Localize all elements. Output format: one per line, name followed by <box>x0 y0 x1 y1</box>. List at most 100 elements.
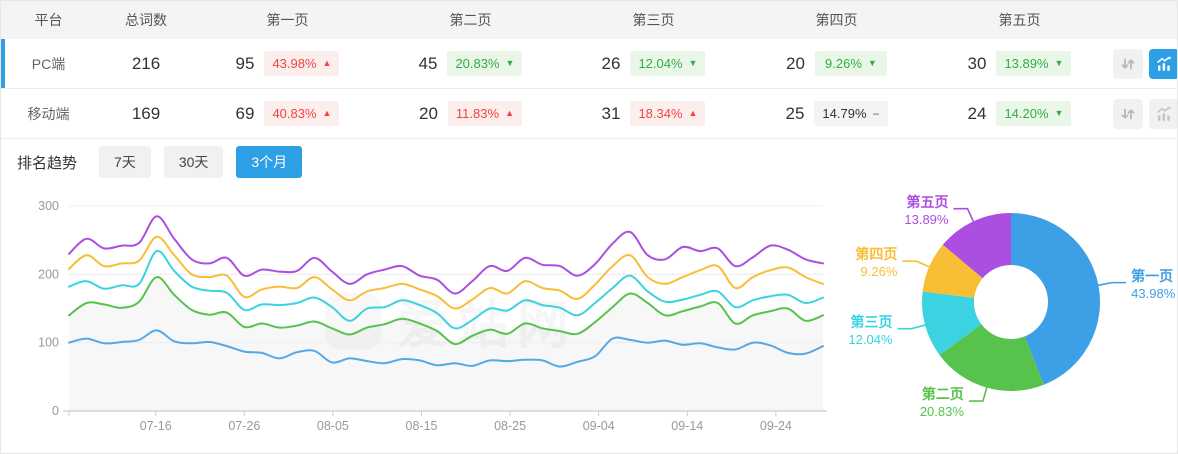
watermark-logo <box>325 293 381 349</box>
show-trend-button[interactable] <box>1149 98 1177 129</box>
range-tab-7天[interactable]: 7天 <box>99 146 151 178</box>
change-badge: 14.20% ▼ <box>996 101 1072 126</box>
charts-area: 爱站网 07-16 07-26 08-05 08-15 08-25 09-04 09-14 09… <box>1 185 1177 453</box>
page-count: 95 <box>235 53 255 73</box>
change-badge: 40.83% ▲ <box>264 101 340 126</box>
total-keywords-value: 216 <box>131 53 161 73</box>
show-trend-button[interactable] <box>1149 48 1177 79</box>
change-badge: 9.26% ▼ <box>814 51 887 76</box>
column-header-7: 第五页 <box>998 12 1041 28</box>
change-percent: 20.83% <box>455 56 500 71</box>
y-tick-label: 100 <box>38 336 59 350</box>
x-tick-label: 08-05 <box>317 419 349 433</box>
donut-slice-第五页[interactable] <box>942 213 1011 279</box>
sort-compare-button[interactable] <box>1113 98 1143 129</box>
page4-cell: 25 14.79% − <box>745 101 928 126</box>
change-badge: 13.89% ▼ <box>996 51 1072 76</box>
trend-toolbar: 排名趋势 7天 30天 3个月 <box>1 139 1177 185</box>
triangle-up-icon: ▲ <box>322 108 332 118</box>
donut-slice-第二页[interactable] <box>939 324 1044 391</box>
row-actions <box>1111 98 1177 129</box>
trend-chart-icon <box>1157 105 1171 121</box>
column-header-3: 第一页 <box>266 12 309 28</box>
page3-cell: 31 18.34% ▲ <box>562 101 745 126</box>
triangle-down-icon: ▼ <box>688 58 698 68</box>
table-row-mobile[interactable]: 移动端 169 69 40.83% ▲ 20 11.83% ▲ 31 18.34% ▲ 25 14.79… <box>1 89 1177 139</box>
donut-label-第五页: 第五页 13.89% <box>904 194 948 228</box>
donut-slice-第三页[interactable] <box>922 291 982 356</box>
donut-label-name: 第一页 <box>1131 267 1174 284</box>
donut-leader-line <box>897 324 927 330</box>
donut-label-第二页: 第二页 20.83% <box>920 386 964 420</box>
x-tick-label: 07-26 <box>228 419 260 433</box>
column-header-4: 第二页 <box>449 12 492 28</box>
page-count: 30 <box>967 53 987 73</box>
range-button-group: 7天 30天 3个月 <box>99 146 315 178</box>
x-tick-label: 08-15 <box>406 419 438 433</box>
page3-cell: 26 12.04% ▼ <box>562 51 745 76</box>
donut-slice-第四页[interactable] <box>922 244 983 298</box>
x-tick-label: 07-16 <box>140 419 172 433</box>
minus-icon: − <box>872 106 880 121</box>
x-tick-label: 09-14 <box>671 419 703 433</box>
change-badge: 20.83% ▼ <box>447 51 523 76</box>
column-header-2: 总词数 <box>125 12 167 28</box>
line-series-blue-line-page1 <box>68 329 824 368</box>
triangle-down-icon: ▼ <box>1054 108 1064 118</box>
area-fill-green-line-page2-cum <box>69 277 823 411</box>
x-tick-label: 08-25 <box>494 419 526 433</box>
total-keywords-value: 169 <box>131 103 161 123</box>
donut-leader-line <box>953 207 975 223</box>
page5-cell: 30 13.89% ▼ <box>928 51 1111 76</box>
change-percent: 14.20% <box>1004 106 1049 121</box>
range-tab-30天[interactable]: 30天 <box>163 146 224 178</box>
line-series-purple-line-page5-cum <box>68 215 824 295</box>
donut-leader-line <box>968 386 988 402</box>
change-percent: 43.98% <box>272 56 317 71</box>
triangle-up-icon: ▲ <box>688 108 698 118</box>
range-tab-3个月[interactable]: 3个月 <box>236 146 303 178</box>
triangle-down-icon: ▼ <box>867 58 877 68</box>
sort-arrows-icon <box>1121 58 1135 69</box>
page2-cell: 20 11.83% ▲ <box>379 101 562 126</box>
y-tick-label: 0 <box>52 404 59 418</box>
triangle-up-icon: ▲ <box>505 108 514 118</box>
rank-table: 平台 总词数 第一页 第二页 第三页 第四页 第五页 PC端 216 95 43.98% ▲ 45 20… <box>1 1 1177 139</box>
page-distribution-donut-chart: 第一页 43.98% 第二页 20.83% 第三页 12.04% 第四页 9.26% 第五页 13… <box>846 182 1177 444</box>
donut-label-第四页: 第四页 9.26% <box>855 246 897 280</box>
x-tick-label: 09-24 <box>760 419 792 433</box>
page1-cell: 69 40.83% ▲ <box>196 101 379 126</box>
table-row-pc[interactable]: PC端 216 95 43.98% ▲ 45 20.83% ▼ 26 12.04% ▼ 20 9.26%… <box>1 39 1177 89</box>
page-count: 31 <box>601 103 621 123</box>
donut-leader-line <box>902 260 931 268</box>
page4-cell: 20 9.26% ▼ <box>745 51 928 76</box>
triangle-down-icon: ▼ <box>505 58 515 68</box>
triangle-down-icon: ▼ <box>1054 58 1064 68</box>
donut-label-第一页: 第一页 43.98% <box>1131 268 1175 302</box>
change-badge: 12.04% ▼ <box>630 51 706 76</box>
y-tick-label: 200 <box>38 267 59 281</box>
change-percent: 13.89% <box>1004 56 1049 71</box>
change-percent: 12.04% <box>638 56 683 71</box>
column-header-6: 第四页 <box>815 12 858 28</box>
trend-title: 排名趋势 <box>17 154 78 172</box>
donut-slice-第一页[interactable] <box>1011 213 1100 385</box>
donut-label-name: 第二页 <box>921 386 964 403</box>
change-badge: 11.83% ▲ <box>447 101 522 126</box>
donut-leader-line <box>1097 281 1127 287</box>
sort-arrows-icon <box>1121 108 1135 119</box>
donut-svg <box>897 207 1127 402</box>
y-tick-label: 300 <box>38 199 59 213</box>
x-tick-label: 09-04 <box>583 419 615 433</box>
platform-label: 移动端 <box>27 105 70 122</box>
row-actions <box>1111 48 1177 79</box>
sort-compare-button[interactable] <box>1113 48 1143 79</box>
line-series-green-line-page2-cum <box>68 276 824 346</box>
column-header-5: 第三页 <box>632 12 675 28</box>
line-series-yellow-line-page4-cum <box>68 235 824 310</box>
change-badge: 43.98% ▲ <box>264 51 340 76</box>
page-count: 25 <box>785 103 805 123</box>
page-count: 69 <box>235 103 255 123</box>
